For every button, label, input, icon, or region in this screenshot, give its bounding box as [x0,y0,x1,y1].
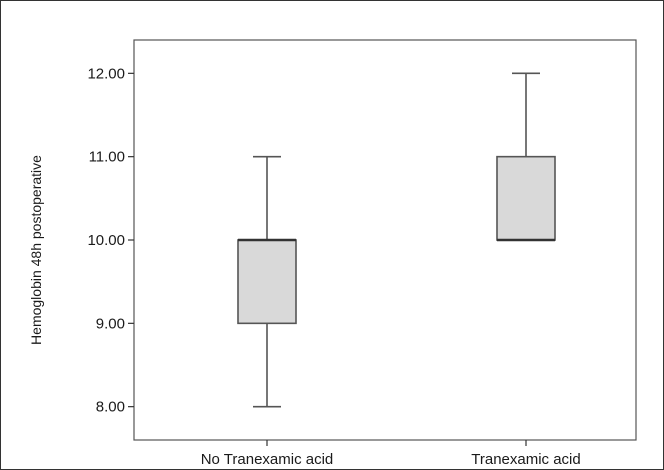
y-tick-label: 10.00 [87,232,125,249]
box-series [237,72,556,408]
box-group [496,72,556,242]
x-category-label: Tranexamic acid [471,451,580,468]
iqr-box [237,239,297,325]
y-tick-label: 12.00 [87,65,125,82]
y-tick-label: 11.00 [89,149,125,166]
y-axis-title: Hemoglobin 48h postoperative [28,155,44,345]
iqr-box [496,155,556,241]
y-tick-label: 9.00 [96,315,125,332]
x-category-label: No Tranexamic acid [201,451,334,468]
plot-area-frame [133,39,637,441]
x-axis: No Tranexamic acid Tranexamic acid [201,440,581,468]
y-tick-label: 8.00 [96,399,125,416]
y-axis: 8.00 9.00 10.00 11.00 12.00 [87,65,134,416]
box-group [237,155,297,408]
